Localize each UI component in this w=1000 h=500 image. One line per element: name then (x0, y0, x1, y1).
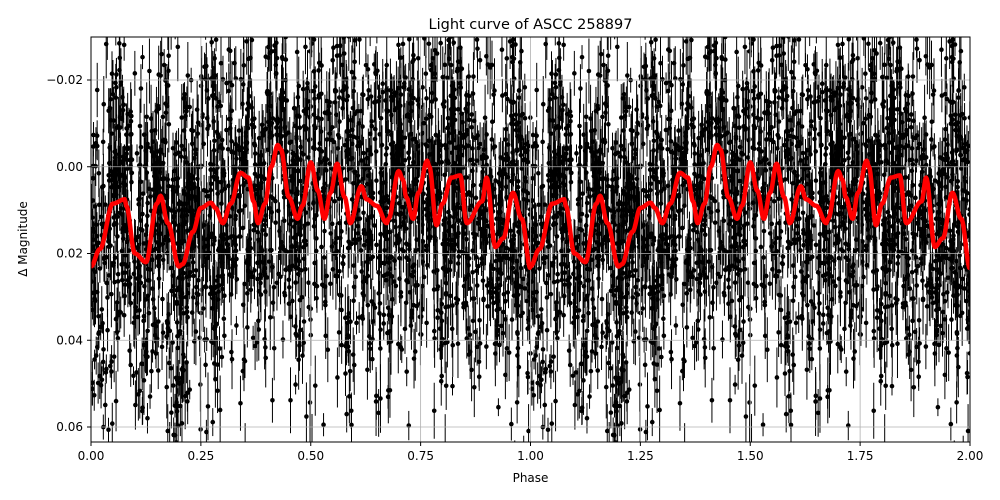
x-tick-label: 0.25 (188, 449, 215, 463)
chart-title: Light curve of ASCC 258897 (429, 17, 633, 33)
y-axis-label: Δ Magnitude (16, 201, 30, 277)
y-tick-label: −0.02 (46, 73, 83, 87)
y-tick-label: 0.02 (56, 247, 83, 261)
y-axis-ticks: −0.02 0.00 0.02 0.04 0.06 (46, 73, 91, 434)
y-tick-label: 0.00 (56, 160, 83, 174)
y-tick-label: 0.06 (56, 420, 83, 434)
x-axis-ticks: 0.00 0.25 0.50 0.75 1.00 1.25 1.50 1.75 2.00 (78, 442, 984, 463)
y-tick-label: 0.04 (56, 333, 83, 347)
x-tick-label: 1.50 (737, 449, 764, 463)
x-tick-label: 1.75 (847, 449, 874, 463)
x-tick-label: 1.25 (627, 449, 654, 463)
x-tick-label: 2.00 (957, 449, 984, 463)
x-tick-label: 1.00 (517, 449, 544, 463)
model-fit-line (91, 142, 970, 271)
x-tick-label: 0.50 (297, 449, 324, 463)
x-tick-label: 0.75 (407, 449, 434, 463)
x-tick-label: 0.00 (78, 449, 105, 463)
x-axis-label: Phase (513, 471, 549, 485)
plot-area (90, 36, 971, 443)
